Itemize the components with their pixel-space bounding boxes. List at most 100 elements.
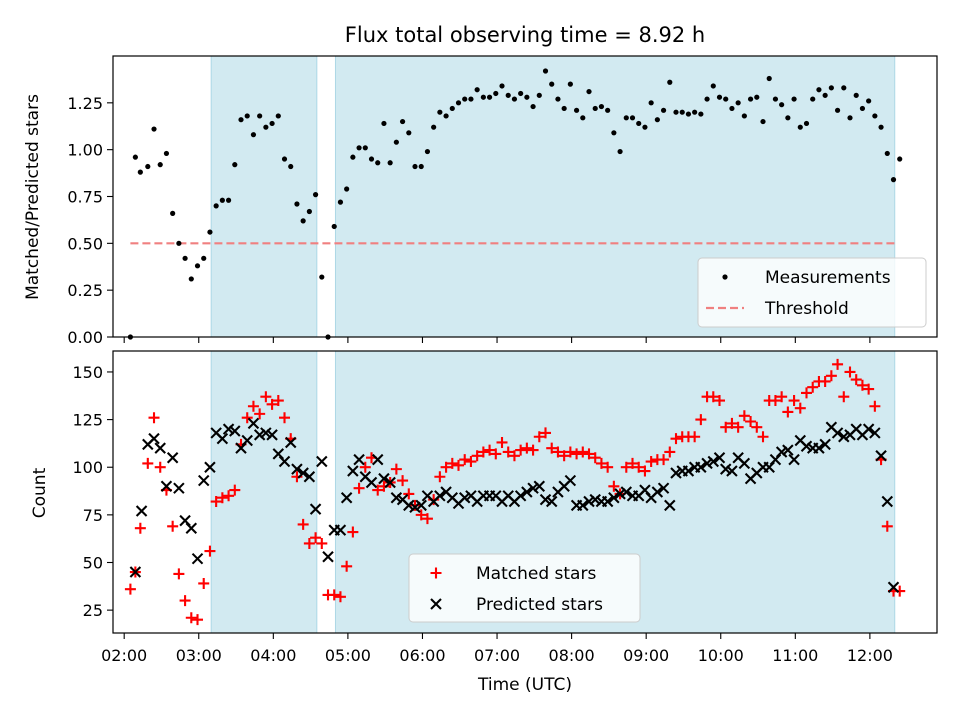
- measurement-point: [281, 156, 288, 162]
- matched-point: [776, 391, 788, 403]
- y-tick-label: 125: [72, 411, 103, 430]
- predicted-point: [651, 486, 664, 498]
- measurement-point: [344, 186, 350, 192]
- matched-point: [564, 446, 576, 458]
- top-ylabel: Matched/Predicted stars: [23, 94, 43, 300]
- predicted-point: [564, 474, 577, 487]
- matched-point: [714, 395, 726, 407]
- measurement-point: [636, 120, 642, 127]
- measurement-point: [319, 274, 325, 280]
- measurement-point: [741, 113, 747, 119]
- matched-point: [533, 431, 545, 443]
- matched-point: [788, 395, 800, 407]
- predicted-point: [322, 551, 334, 563]
- measurement-point: [288, 163, 294, 170]
- legend-box: [408, 553, 641, 623]
- legend-label: Threshold: [764, 299, 849, 319]
- predicted-point: [309, 503, 322, 515]
- matched-point: [179, 595, 191, 607]
- matched-point: [832, 358, 844, 370]
- x-tick-label: 12:00: [847, 646, 893, 665]
- matched-point: [210, 496, 222, 508]
- predicted-point: [216, 432, 229, 445]
- predicted-point: [284, 436, 297, 449]
- matched-point: [260, 391, 272, 403]
- measurement-point: [729, 105, 735, 112]
- measurement-point: [188, 276, 194, 282]
- matched-point: [446, 457, 458, 469]
- matched-point: [272, 395, 284, 407]
- measurement-point: [375, 160, 381, 166]
- measurement-point: [648, 100, 654, 106]
- matched-point: [881, 520, 893, 532]
- matched-point: [639, 465, 651, 477]
- matched-point: [645, 456, 657, 468]
- measurement-point: [213, 203, 219, 209]
- predicted-point: [434, 490, 446, 502]
- measurement-point: [555, 96, 561, 102]
- measurement-point: [232, 162, 238, 168]
- matched-point: [508, 450, 520, 462]
- measurement-point: [275, 113, 281, 119]
- matched-point: [521, 442, 533, 454]
- measurement-point: [673, 109, 679, 115]
- xaxis-label: Time (UTC): [477, 675, 572, 695]
- measurement-point: [716, 94, 723, 100]
- y-tick-label: 150: [72, 363, 103, 382]
- measurement-point: [878, 124, 884, 130]
- predicted-point: [334, 524, 347, 536]
- measurement-point: [393, 139, 399, 145]
- matched-point: [490, 448, 502, 460]
- x-tick-label: 10:00: [698, 646, 744, 665]
- y-tick-label: 0.75: [67, 188, 103, 207]
- measurement-point: [897, 156, 903, 162]
- matched-point: [484, 444, 496, 456]
- measurement-point: [667, 79, 673, 85]
- matched-point: [266, 398, 278, 410]
- matched-point: [421, 513, 433, 525]
- measurement-point: [810, 96, 816, 102]
- matched-point: [707, 391, 719, 403]
- matched-point: [124, 583, 136, 595]
- measurement-point: [368, 156, 375, 162]
- matched-point: [546, 442, 558, 454]
- measurement-point: [257, 113, 263, 119]
- bottom-ylabel: Count: [30, 467, 50, 518]
- predicted-point: [533, 480, 546, 493]
- measurement-point: [455, 100, 462, 106]
- matched-point: [589, 452, 601, 464]
- legend-measurement-marker: [722, 274, 728, 280]
- measurement-point: [536, 92, 542, 98]
- matched-point: [223, 490, 235, 502]
- predicted-point: [521, 486, 533, 498]
- matched-point: [782, 406, 794, 418]
- matched-point: [279, 412, 291, 424]
- matched-point: [658, 454, 670, 466]
- matched-point: [695, 414, 707, 426]
- measurement-point: [406, 130, 412, 136]
- matched-point: [477, 446, 489, 458]
- predicted-point: [384, 476, 396, 489]
- matched-point: [434, 471, 446, 483]
- predicted-point: [197, 474, 210, 487]
- x-tick-label: 09:00: [623, 646, 669, 665]
- measurement-point: [474, 87, 480, 93]
- plot-frame: [112, 350, 938, 634]
- measurement-point: [331, 223, 337, 230]
- predicted-point: [869, 427, 881, 439]
- predicted-point: [173, 482, 185, 494]
- matched-point: [757, 431, 769, 443]
- measurement-point: [841, 85, 847, 91]
- measurement-point: [381, 120, 387, 127]
- measurement-point: [151, 126, 157, 132]
- measurement-point: [207, 229, 213, 235]
- legend-label: Matched stars: [476, 564, 596, 584]
- measurement-point: [137, 169, 143, 175]
- x-tick-label: 04:00: [250, 646, 296, 665]
- predicted-point: [514, 490, 527, 502]
- matched-point: [254, 408, 266, 420]
- measurement-point: [201, 255, 207, 261]
- measurement-point: [437, 109, 443, 115]
- predicted-point: [371, 453, 384, 466]
